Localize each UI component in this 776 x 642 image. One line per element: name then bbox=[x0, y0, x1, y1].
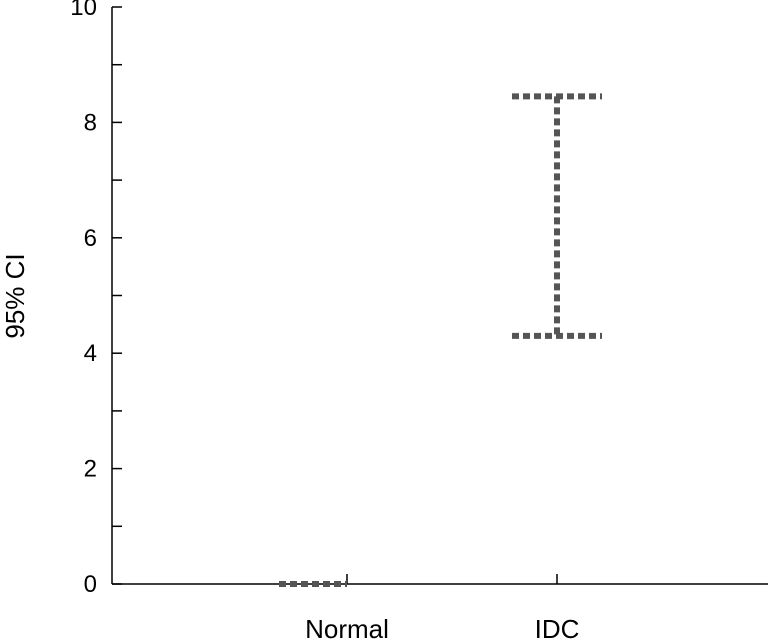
y-tick-label: 6 bbox=[84, 225, 97, 252]
x-tick-label: IDC bbox=[535, 614, 580, 642]
y-tick-label: 2 bbox=[84, 456, 97, 483]
interval-idc bbox=[512, 93, 602, 339]
y-axis-label: 95% CI bbox=[0, 253, 30, 338]
y-tick-label: 8 bbox=[84, 109, 97, 136]
y-ticks: 0 2 4 6 8 10 bbox=[70, 0, 122, 598]
x-tick-label: Normal bbox=[305, 614, 389, 642]
y-tick-label: 4 bbox=[84, 340, 97, 367]
interval-marks bbox=[279, 93, 602, 587]
y-tick-label: 0 bbox=[84, 571, 97, 598]
y-tick-label: 10 bbox=[70, 0, 97, 21]
axes bbox=[111, 7, 768, 585]
